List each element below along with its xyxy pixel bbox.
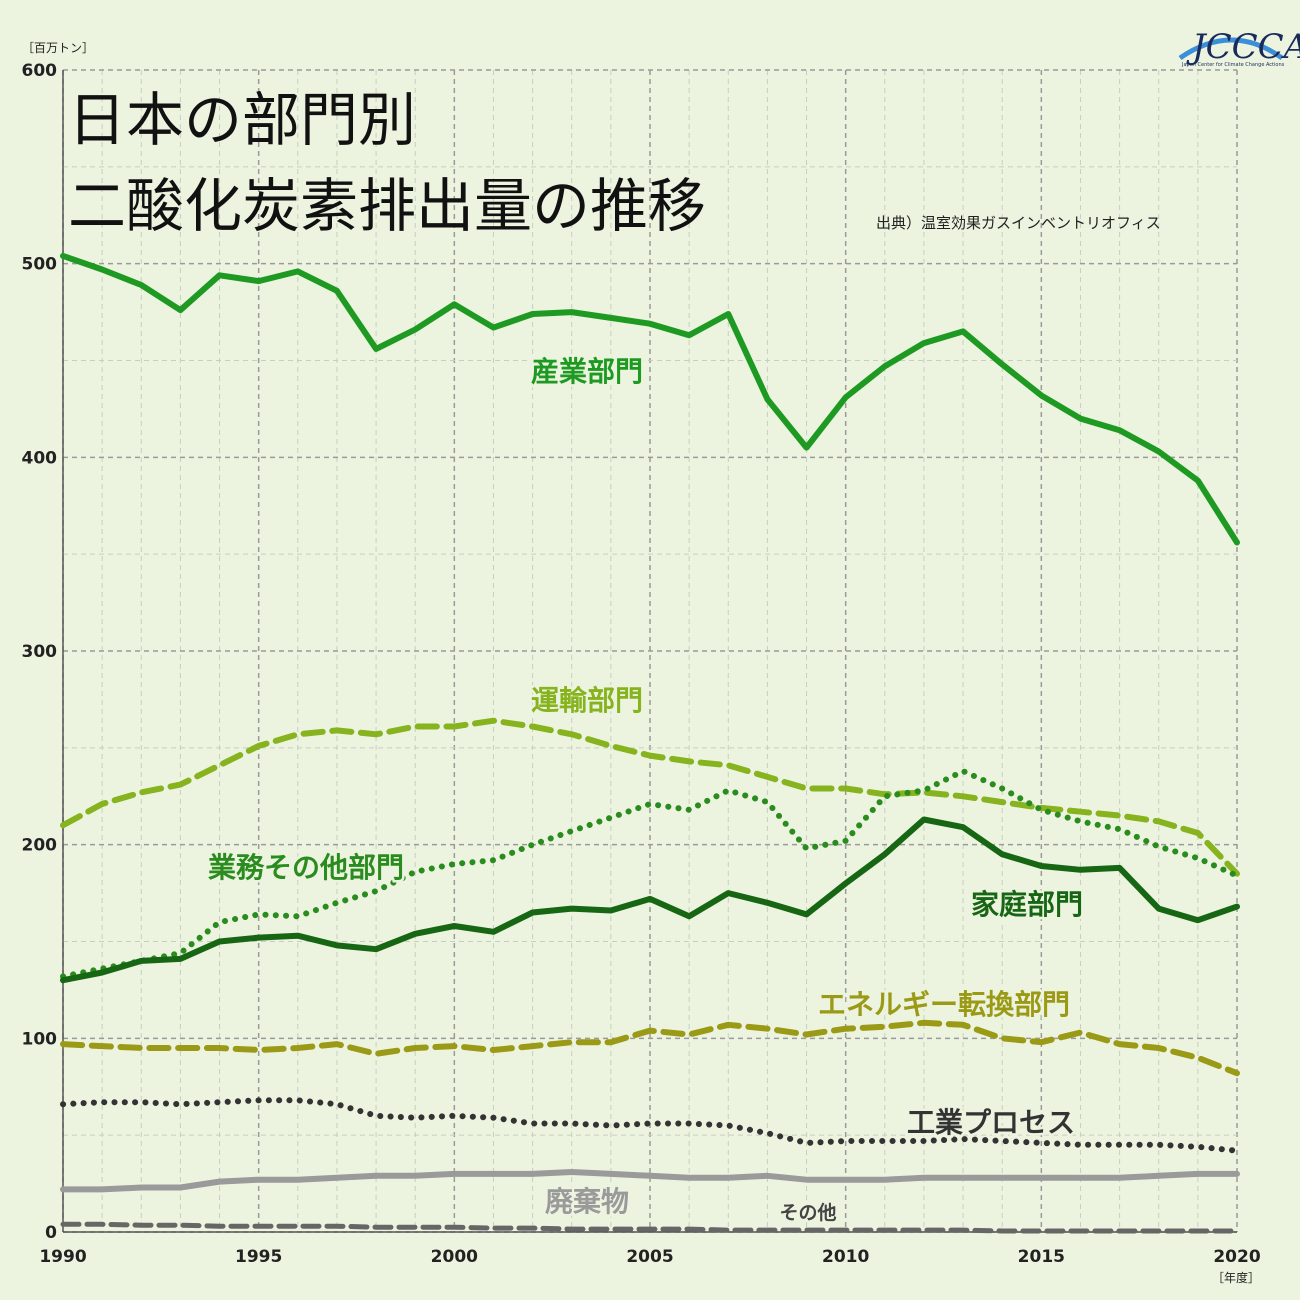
y-axis-unit-label: ［百万トン］ <box>22 41 94 55</box>
x-tick-label: 2010 <box>822 1247 869 1267</box>
series-label-6: 廃棄物 <box>545 1185 629 1218</box>
x-tick-label: 2000 <box>431 1247 478 1267</box>
chart-title-line2: 二酸化炭素排出量の推移 <box>68 172 706 240</box>
y-tick-label: 400 <box>22 448 58 468</box>
chart-title-line1: 日本の部門別 <box>68 86 416 154</box>
series-line-2 <box>60 768 1240 980</box>
logo-text: JCCCA <box>1186 27 1300 67</box>
logo-arc-icon <box>1178 37 1284 61</box>
logo-subtitle: Japan Center for Climate Change Actions <box>1181 62 1285 68</box>
x-tick-label: 2005 <box>626 1247 673 1267</box>
series-label-2: 業務その他部門 <box>208 851 404 884</box>
x-tick-label: 1990 <box>39 1247 86 1267</box>
series-line-5 <box>60 1097 1240 1154</box>
y-tick-label: 500 <box>22 255 58 275</box>
series-line-7 <box>60 1221 1240 1234</box>
source-note: 出典）温室効果ガスインベントリオフィス <box>876 214 1161 232</box>
series-label-0: 産業部門 <box>531 355 643 388</box>
series-label-3: 家庭部門 <box>971 888 1083 921</box>
series-label-5: 工業プロセス <box>907 1106 1075 1139</box>
jccca-logo: JCCCA Japan Center for Climate Change Ac… <box>1178 27 1300 68</box>
series-lines <box>60 252 1240 1234</box>
y-tick-label: 600 <box>22 61 58 81</box>
series-line-6 <box>60 1169 1240 1193</box>
y-tick-label: 100 <box>22 1029 58 1049</box>
series-label-7: その他 <box>779 1201 836 1224</box>
series-label-1: 運輸部門 <box>531 684 643 717</box>
x-tick-label: 2015 <box>1018 1247 1065 1267</box>
series-line-0 <box>60 252 1240 546</box>
grid-lines <box>62 69 1238 1233</box>
series-line-3 <box>60 816 1240 984</box>
y-tick-label: 200 <box>22 836 58 856</box>
x-tick-label: 1995 <box>235 1247 282 1267</box>
x-axis-tick-labels: 1990 1995 2000 2005 2010 2015 2020 <box>39 1247 1260 1267</box>
y-axis-tick-labels: 0 100 200 300 400 500 600 <box>22 61 58 1243</box>
series-label-4: エネルギー転換部門 <box>818 988 1070 1021</box>
x-axis-unit-label: ［年度］ <box>1212 1270 1260 1285</box>
y-tick-label: 300 <box>22 642 58 662</box>
series-line-4 <box>60 1019 1240 1077</box>
y-tick-label: 0 <box>45 1223 57 1243</box>
x-tick-label: 2020 <box>1213 1247 1260 1267</box>
